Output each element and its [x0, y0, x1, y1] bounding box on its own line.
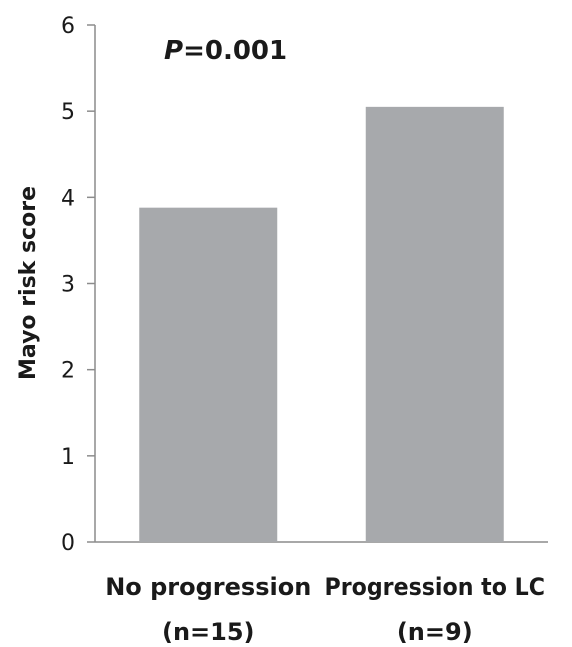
y-tick-label: 0 — [61, 531, 75, 556]
x-category-label: No progression — [105, 573, 311, 601]
bar — [139, 207, 278, 542]
bar — [365, 106, 504, 542]
y-tick-label: 3 — [61, 273, 75, 298]
x-category-label: Progression to LC — [325, 573, 546, 601]
y-tick-label: 2 — [61, 359, 75, 384]
p-value-annotation: P=0.001 — [164, 36, 287, 66]
y-axis: 0 1 2 3 4 5 6 — [61, 14, 96, 556]
bars — [139, 106, 504, 542]
x-category-count: (n=15) — [162, 618, 255, 646]
y-axis-title: Mayo risk score — [16, 186, 41, 380]
y-tick-label: 6 — [61, 14, 75, 39]
x-category-count: (n=9) — [397, 618, 473, 646]
p-value-number: =0.001 — [183, 36, 287, 66]
y-tick-label: 5 — [61, 100, 75, 125]
p-value-symbol: P — [164, 36, 183, 66]
y-tick-label: 1 — [61, 445, 75, 470]
y-tick-label: 4 — [61, 186, 75, 211]
y-ticks: 0 1 2 3 4 5 6 — [61, 14, 95, 556]
category-labels: No progression (n=15) Progression to LC (n=… — [105, 573, 545, 646]
